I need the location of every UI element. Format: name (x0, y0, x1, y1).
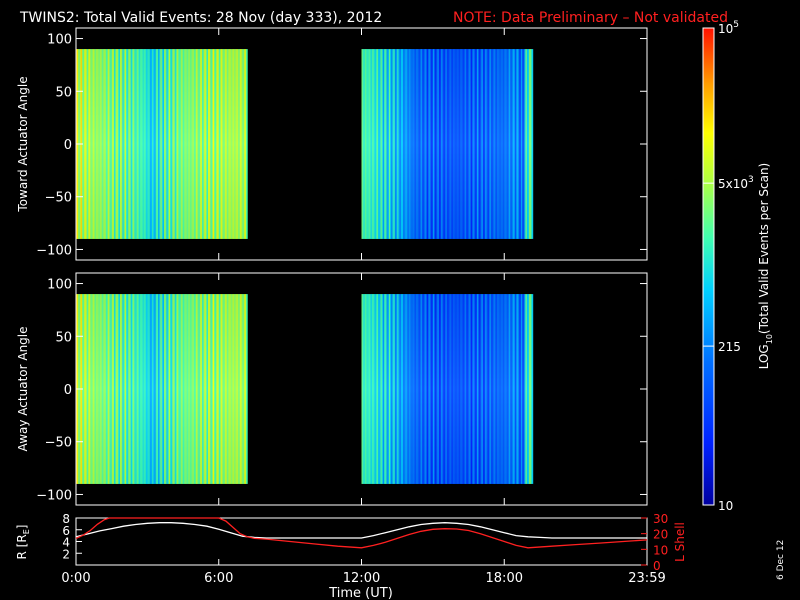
chart-title: TWINS2: Total Valid Events: 28 Nov (day … (19, 10, 382, 26)
lshell-tick-label: 20 (653, 528, 668, 542)
time-tick-label: 23:59 (628, 571, 665, 586)
away-ylabel: Away Actuator Angle (16, 326, 30, 451)
lshell-line (75, 517, 648, 549)
x-axis-label: Time (UT) (328, 586, 393, 600)
colorbar-tick-label: 5x103 (718, 175, 754, 191)
away-y-axis: 100 50 0 −50 −100 (36, 273, 648, 505)
radius-tick-label: 4 (62, 536, 70, 550)
colorbar-tick-label: 215 (718, 340, 741, 354)
toward-ytick-label: −50 (45, 191, 72, 206)
colorbar-label: LOG10(Total Valid Events per Scan) (757, 163, 774, 370)
toward-ytick-label: 100 (47, 33, 72, 48)
toward-ytick-label: −100 (36, 243, 72, 258)
toward-block-shade (361, 49, 533, 239)
time-tick-label: 18:00 (486, 571, 523, 586)
away-ytick-label: −50 (45, 436, 72, 451)
away-ytick-label: 0 (64, 383, 72, 398)
radius-tick-label: 2 (62, 547, 70, 561)
away-ytick-label: 100 (47, 278, 72, 293)
lshell-axis-label: L Shell (673, 522, 687, 562)
away-heatmap (76, 294, 534, 484)
radius-line (75, 522, 647, 539)
colorbar-tick-label: 105 (718, 20, 739, 36)
toward-ytick-label: 0 (64, 138, 72, 153)
toward-panel: 100 50 0 −50 −100 Toward Actuator Angle (16, 27, 648, 261)
away-block-shade (361, 294, 533, 484)
lshell-tick-label: 30 (653, 512, 668, 526)
toward-heatmap (76, 49, 534, 239)
time-tick-label: 12:00 (343, 571, 380, 586)
orbit-panel-frame (75, 517, 648, 566)
time-tick-label: 6:00 (204, 571, 233, 586)
colorbar-scale (702, 27, 715, 506)
radius-tick-label: 8 (62, 512, 70, 526)
toward-y-axis: 100 50 0 −50 −100 (36, 28, 648, 260)
away-ytick-label: −100 (36, 488, 72, 503)
away-block-shade (76, 294, 248, 484)
date-stamp: 6 Dec 12 (776, 540, 786, 580)
colorbar-ticks: 105 5x103 215 10 (703, 20, 754, 513)
toward-block-shade (76, 49, 248, 239)
orbit-lines (75, 517, 648, 549)
toward-ylabel: Toward Actuator Angle (16, 76, 30, 212)
lshell-tick-label: 0 (653, 559, 661, 573)
radius-tick-label: 6 (62, 524, 70, 538)
colorbar-tick-label: 10 (718, 499, 733, 513)
away-panel: 100 50 0 −50 −100 Away Actuator Angle (16, 272, 648, 506)
lshell-tick-label: 10 (653, 543, 668, 557)
preliminary-note: NOTE: Data Preliminary – Not validated (453, 10, 728, 26)
time-tick-label: 0:00 (61, 571, 90, 586)
radius-axis-label: R [RE] (15, 525, 31, 560)
away-ytick-label: 50 (55, 330, 72, 345)
colorbar: 105 5x103 215 10 LOG10(Total Valid Events p… (702, 20, 774, 513)
toward-ytick-label: 50 (55, 85, 72, 100)
